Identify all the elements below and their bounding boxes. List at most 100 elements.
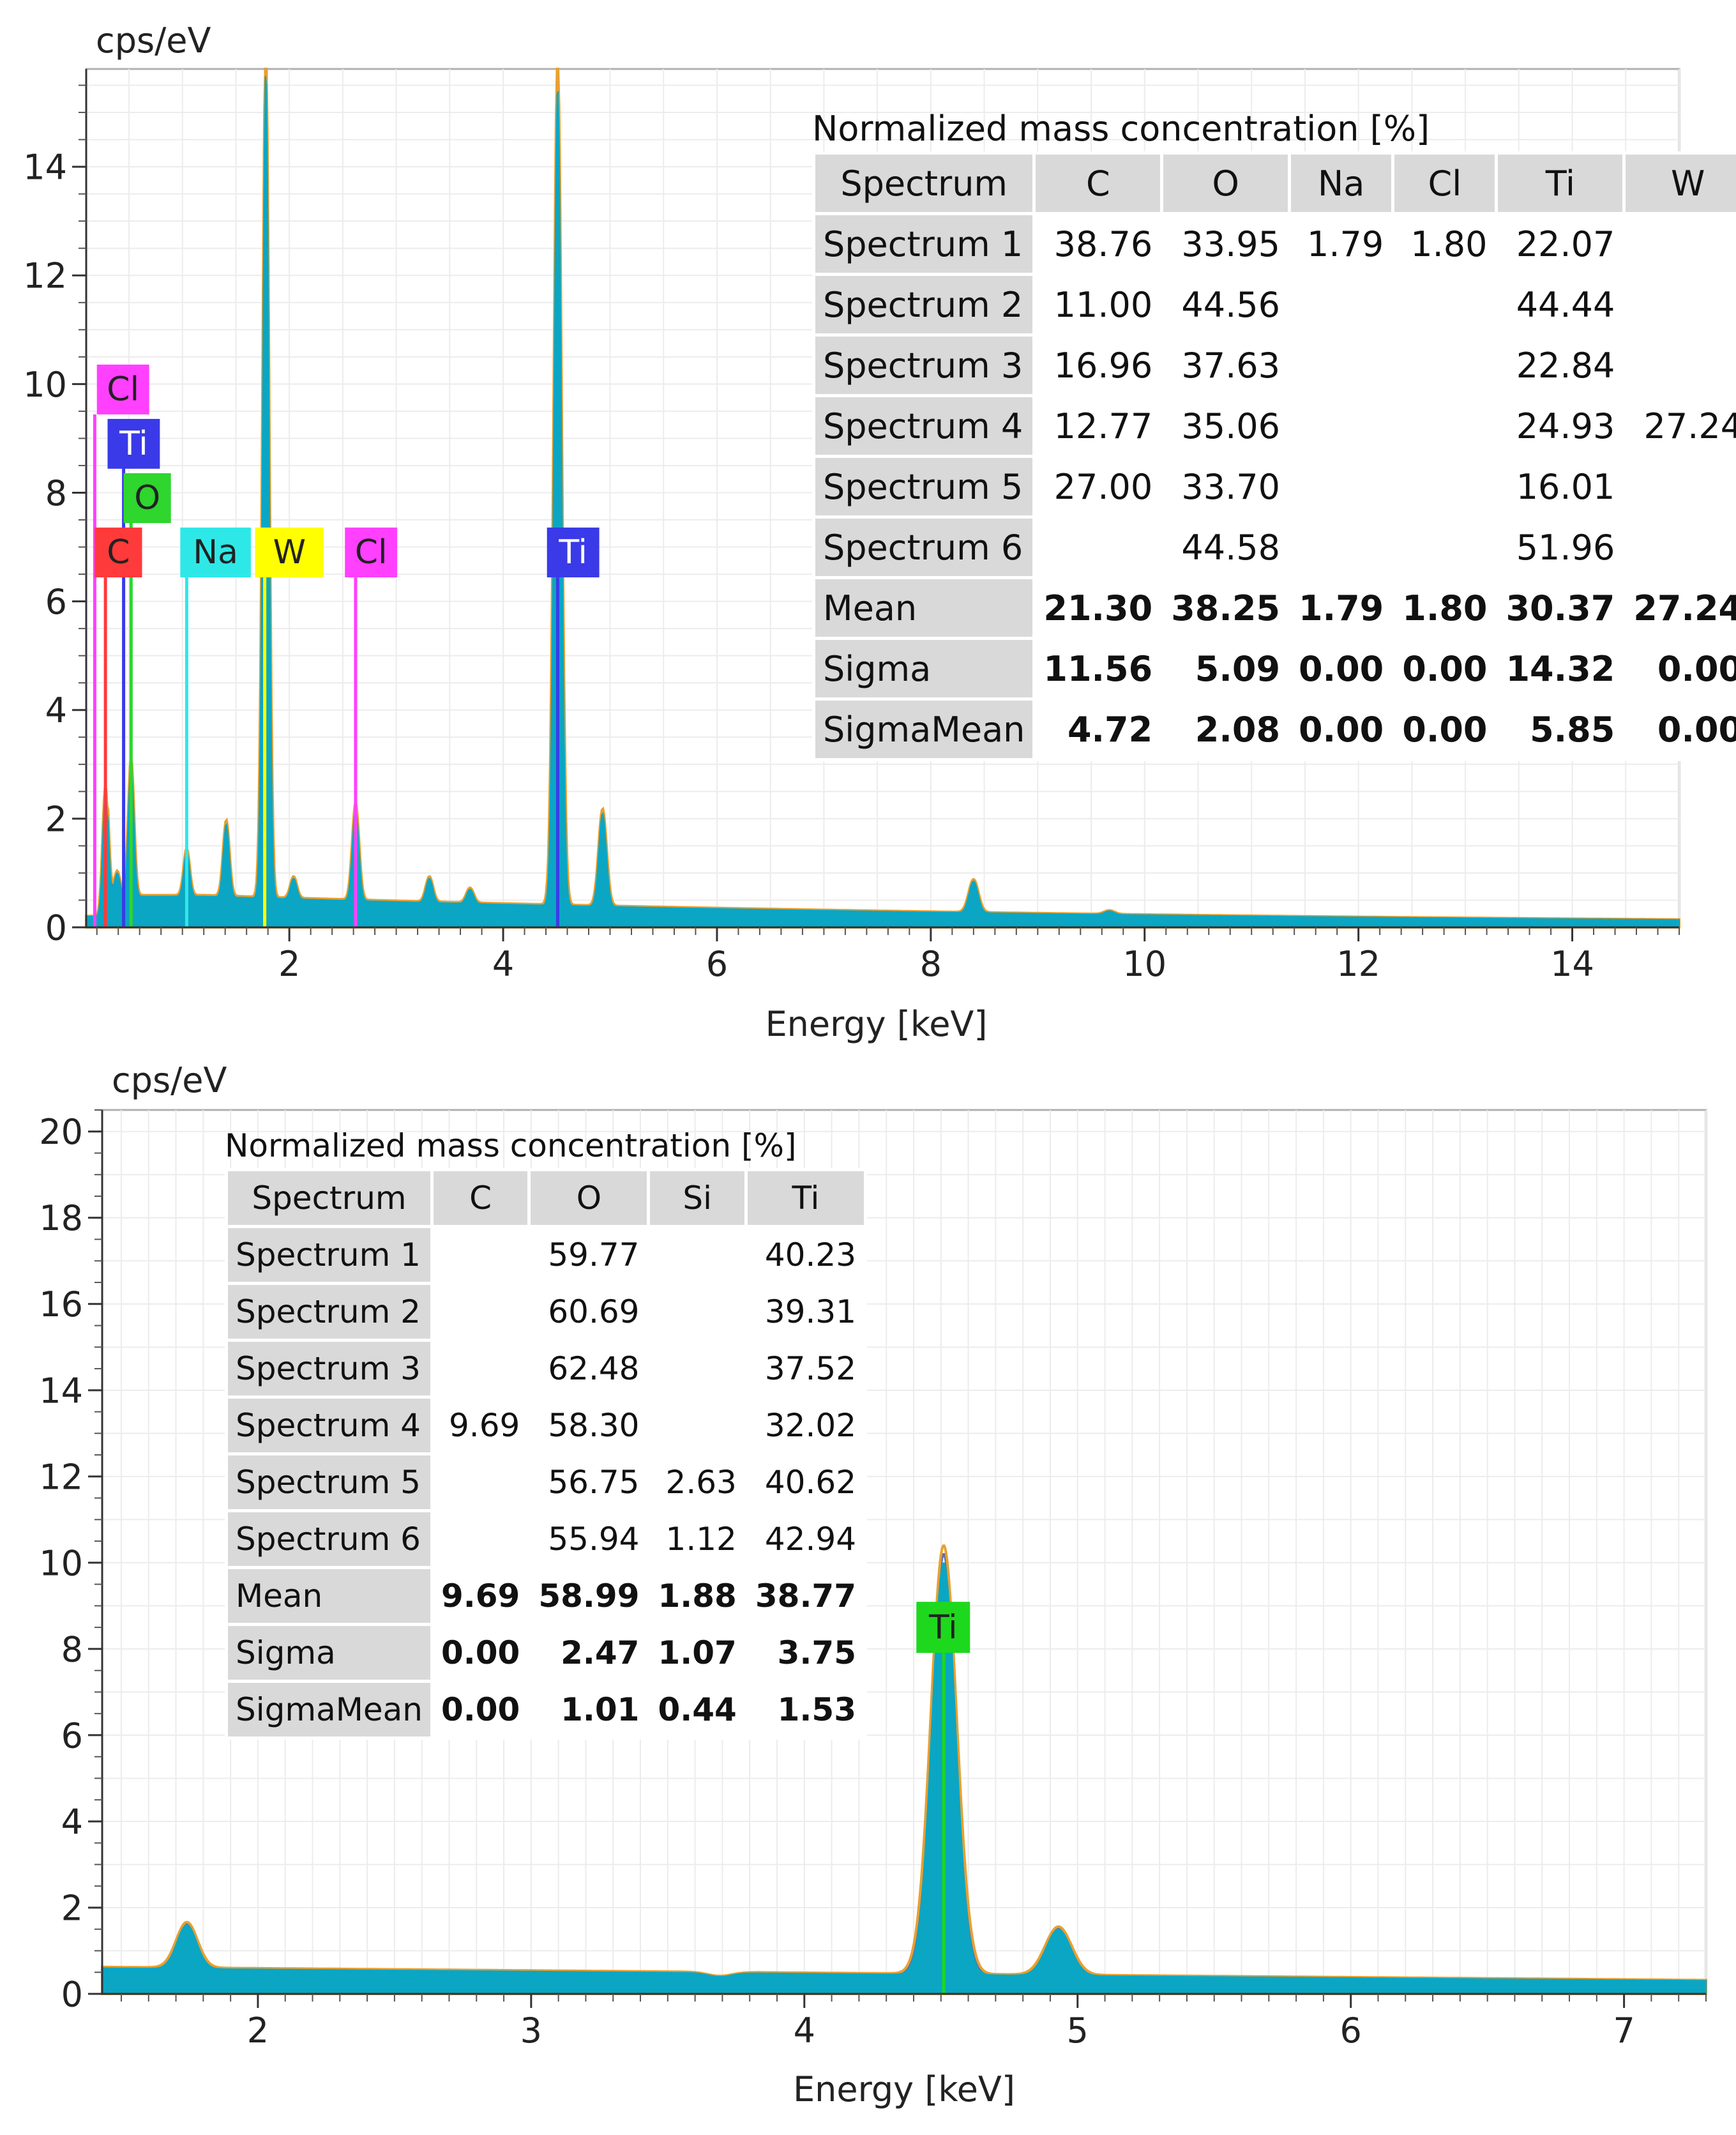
row-label: Sigma (811, 637, 1036, 701)
table-cell: 5.09 (1160, 637, 1292, 701)
table-cell: 1.12 (647, 1509, 748, 1569)
column-header: Spectrum (811, 151, 1036, 215)
y-tick-label: 16 (39, 1284, 83, 1325)
table-cell: 60.69 (527, 1282, 651, 1342)
table-cell (1391, 515, 1498, 579)
table-cell: 9.69 (430, 1395, 531, 1455)
table-cell: 62.48 (527, 1339, 651, 1399)
column-header: Spectrum (225, 1168, 434, 1228)
table-cell: 40.62 (744, 1452, 868, 1512)
row-label: SigmaMean (225, 1680, 434, 1740)
table-cell: 2.47 (527, 1623, 651, 1683)
element-label-box (916, 1602, 970, 1653)
x-axis-label: Energy [keV] (793, 2069, 1015, 2109)
y-tick-label: 12 (39, 1457, 83, 1497)
row-label: Spectrum 3 (811, 333, 1036, 397)
element-label-box (94, 528, 142, 578)
table-cell: 2.63 (647, 1452, 748, 1512)
table-cell: 11.56 (1032, 637, 1164, 701)
x-tick-label: 14 (1550, 944, 1594, 984)
x-tick-label: 8 (920, 944, 942, 984)
y-tick-label: 2 (45, 799, 67, 839)
table-cell (1391, 333, 1498, 397)
table-cell: 32.02 (744, 1395, 868, 1455)
y-tick-label: 14 (23, 148, 67, 188)
table-row: Mean 21.30 38.25 1.79 1.80 30.37 27.24 (811, 576, 1736, 640)
x-tick-label: 7 (1613, 2010, 1634, 2051)
table-cell (1288, 455, 1395, 519)
y-tick-label: 4 (45, 690, 67, 731)
table-row: Sigma 11.56 5.09 0.00 0.00 14.32 0.00 (811, 637, 1736, 701)
table-cell (430, 1282, 531, 1342)
x-tick-label: 4 (492, 944, 514, 984)
x-tick-label: 5 (1067, 2010, 1089, 2051)
table-cell: 9.69 (430, 1566, 531, 1626)
element-label-ti: Ti (119, 425, 148, 463)
row-label: Spectrum 3 (225, 1339, 434, 1399)
table-cell: 44.56 (1160, 273, 1292, 337)
row-label: Spectrum 6 (225, 1509, 434, 1569)
table-cell: 0.00 (430, 1680, 531, 1740)
table-cell: 27.00 (1032, 455, 1164, 519)
y-tick-label: 12 (23, 256, 67, 296)
row-label: Spectrum 5 (811, 455, 1036, 519)
table-cell: 51.96 (1495, 515, 1626, 579)
table-cell: 42.94 (744, 1509, 868, 1569)
mass-concentration-table-top: Normalized mass concentration [%] Spectru… (811, 109, 1736, 761)
row-label: Spectrum 4 (811, 394, 1036, 458)
row-label: Mean (225, 1566, 434, 1626)
table-cell (1622, 212, 1736, 276)
table-cell: 12.77 (1032, 394, 1164, 458)
table-cell: 5.85 (1495, 697, 1626, 761)
table-cell: 40.23 (744, 1225, 868, 1285)
element-label-box (255, 528, 324, 578)
table-caption: Normalized mass concentration [%] (812, 109, 1430, 149)
x-tick-label: 10 (1122, 944, 1166, 984)
row-label: Spectrum 1 (225, 1225, 434, 1285)
table-cell: 44.44 (1495, 273, 1626, 337)
spectrum-series (86, 76, 1680, 928)
table-row: SigmaMean 0.00 1.01 0.44 1.53 (225, 1680, 868, 1740)
table-cell (647, 1395, 748, 1455)
table-row: Mean 9.69 58.99 1.88 38.77 (225, 1566, 868, 1626)
table-row: Spectrum 4 12.77 35.06 24.93 27.24 (811, 394, 1736, 458)
row-label: Spectrum 6 (811, 515, 1036, 579)
table-cell (647, 1225, 748, 1285)
table-cell: 0.00 (1622, 637, 1736, 701)
table-cell: 58.30 (527, 1395, 651, 1455)
column-header: C (430, 1168, 531, 1228)
table-cell: 0.00 (430, 1623, 531, 1683)
table-cell: 2.08 (1160, 697, 1292, 761)
table-row: SigmaMean 4.72 2.08 0.00 0.00 5.85 0.00 (811, 697, 1736, 761)
y-axis-label: cps/eV (96, 20, 211, 61)
row-label: Spectrum 4 (225, 1395, 434, 1455)
table-cell (1032, 515, 1164, 579)
table-cell: 0.00 (1622, 697, 1736, 761)
table-cell (1622, 515, 1736, 579)
table-cell: 58.99 (527, 1566, 651, 1626)
x-axis-label: Energy [keV] (766, 1004, 988, 1044)
y-tick-label: 8 (45, 473, 67, 513)
element-label-ti: Ti (558, 533, 587, 572)
row-label: Spectrum 1 (811, 212, 1036, 276)
table-cell: 22.84 (1495, 333, 1626, 397)
table-row: Spectrum 1 38.76 33.95 1.79 1.80 22.07 (811, 212, 1736, 276)
y-tick-label: 20 (39, 1112, 83, 1152)
table-cell: 56.75 (527, 1452, 651, 1512)
table-cell: 16.01 (1495, 455, 1626, 519)
y-tick-label: 6 (61, 1715, 83, 1756)
table-cell: 35.06 (1160, 394, 1292, 458)
table-cell: 37.52 (744, 1339, 868, 1399)
column-header: O (1160, 151, 1292, 215)
table-cell: 38.77 (744, 1566, 868, 1626)
table-cell: 0.00 (1288, 697, 1395, 761)
element-label-na: Na (193, 533, 238, 572)
table-cell (430, 1509, 531, 1569)
table-cell: 1.80 (1391, 576, 1498, 640)
element-label-box (345, 528, 398, 578)
table-cell: 0.44 (647, 1680, 748, 1740)
row-label: SigmaMean (811, 697, 1036, 761)
table-cell: 1.88 (647, 1566, 748, 1626)
table-cell (1288, 515, 1395, 579)
table-header-row: Spectrum C O Na Cl Ti W (811, 151, 1736, 215)
